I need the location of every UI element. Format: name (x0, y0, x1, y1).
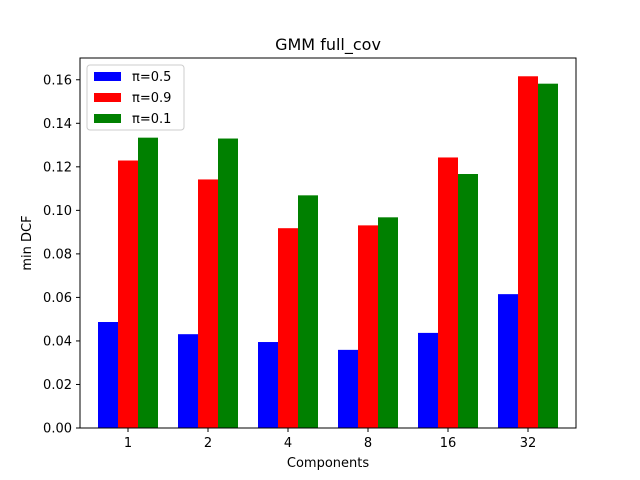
x-tick-label: 1 (124, 436, 132, 451)
bar-4-series-3 (298, 195, 318, 428)
bar-32-series-1 (498, 294, 518, 428)
y-tick-label: 0.06 (43, 291, 72, 306)
y-axis-label: min DCF (20, 215, 35, 270)
bar-4-series-2 (278, 228, 298, 428)
x-tick-label: 8 (364, 436, 372, 451)
legend-label: π=0.5 (132, 70, 171, 85)
plot-frame (79, 57, 577, 429)
bar-1-series-1 (98, 322, 118, 428)
legend-label: π=0.9 (132, 91, 171, 106)
y-tick-label: 0.02 (43, 378, 72, 393)
x-tick-label: 32 (520, 436, 537, 451)
x-tick-label: 2 (204, 436, 212, 451)
bar-8-series-2 (358, 225, 378, 428)
legend: π=0.5 π=0.9 π=0.1 (86, 64, 185, 131)
chart-title: GMM full_cov (275, 35, 381, 55)
bar-1-series-3 (138, 137, 158, 428)
y-ticks: 0.00 0.02 0.04 0.06 0.08 0.10 0.12 0.14 0.16 (43, 73, 80, 437)
y-tick-label: 0.14 (43, 117, 72, 132)
bar-32-series-2 (518, 76, 538, 428)
bar-8-series-3 (378, 217, 398, 428)
x-tick-label: 4 (284, 436, 292, 451)
bar-16-series-1 (418, 332, 438, 428)
bar-1-series-2 (118, 160, 138, 428)
legend-swatch (94, 114, 121, 123)
legend-label: π=0.1 (132, 112, 171, 127)
bar-2-series-2 (198, 179, 218, 428)
x-axis-label: Components (287, 456, 369, 471)
y-tick-label: 0.04 (43, 334, 72, 349)
x-tick-label: 16 (440, 436, 457, 451)
bars (98, 76, 558, 429)
x-ticks: 1 2 4 8 16 32 (124, 428, 536, 451)
bar-4-series-1 (258, 342, 278, 428)
y-tick-label: 0.16 (43, 73, 72, 88)
y-tick-label: 0.00 (43, 422, 72, 437)
bar-8-series-1 (338, 349, 358, 428)
bar-16-series-3 (458, 174, 478, 428)
bar-2-series-3 (218, 138, 238, 428)
y-tick-label: 0.12 (43, 160, 72, 175)
bar-16-series-2 (438, 157, 458, 428)
bar-2-series-1 (178, 334, 198, 428)
y-tick-label: 0.08 (43, 247, 72, 262)
legend-swatch (94, 72, 121, 81)
bar-32-series-3 (538, 83, 558, 429)
legend-box (86, 64, 185, 131)
legend-swatch (94, 93, 121, 102)
y-tick-label: 0.10 (43, 204, 72, 219)
